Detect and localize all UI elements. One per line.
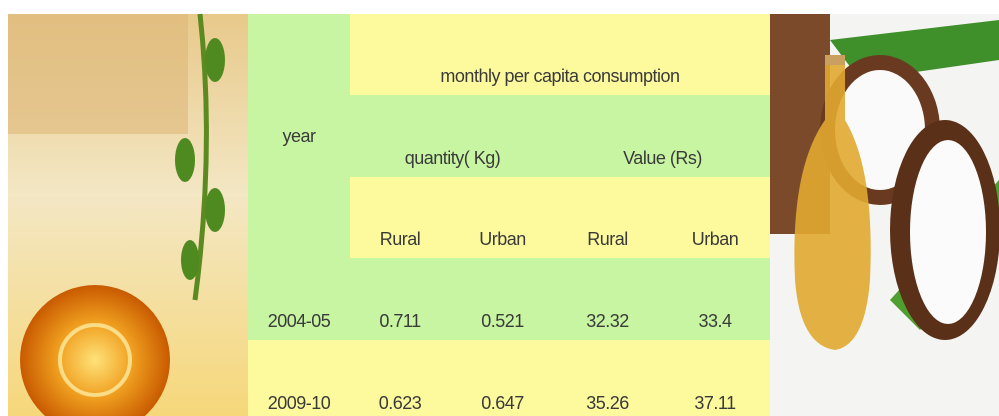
table-cell: 37.11	[660, 340, 770, 416]
column-header: Rural	[350, 177, 450, 258]
table: year monthly per capita consumption quanti…	[248, 14, 770, 416]
left-image	[8, 13, 248, 416]
column-header: Urban	[660, 177, 770, 258]
column-header: Rural	[555, 177, 660, 258]
subgroup-header: Value (Rs)	[555, 95, 770, 177]
column-header: Urban	[450, 177, 555, 258]
group-header: monthly per capita consumption	[350, 14, 770, 95]
table-cell: 0.521	[450, 258, 555, 340]
year-header: year	[248, 14, 350, 258]
row-year: 2004-05	[248, 258, 350, 340]
row-year: 2009-10	[248, 340, 350, 416]
table-cell: 35.26	[555, 340, 660, 416]
table-cell: 32.32	[555, 258, 660, 340]
table-cell: 0.647	[450, 340, 555, 416]
table-cell: 33.4	[660, 258, 770, 340]
table-cell: 0.711	[350, 258, 450, 340]
subgroup-header: quantity( Kg)	[350, 95, 555, 177]
right-image	[770, 14, 999, 416]
table-cell: 0.623	[350, 340, 450, 416]
